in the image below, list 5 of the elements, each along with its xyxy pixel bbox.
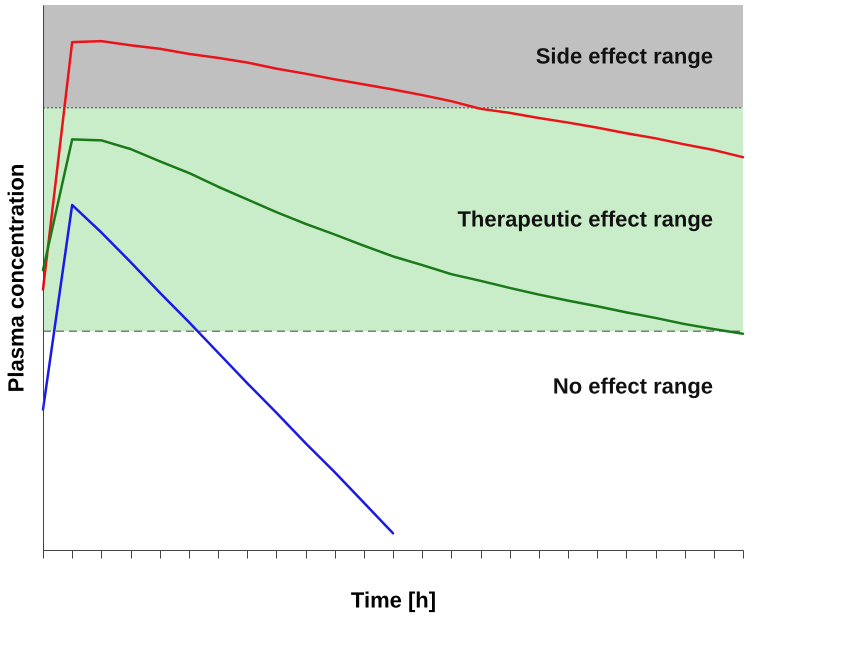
y-axis-title: Plasma concentration — [4, 164, 28, 392]
band-label: Therapeutic effect range — [457, 206, 713, 232]
band-label: Side effect range — [536, 43, 713, 68]
annotation: No effect range — [552, 374, 713, 398]
x-axis-title: Time [h] — [350, 588, 436, 612]
